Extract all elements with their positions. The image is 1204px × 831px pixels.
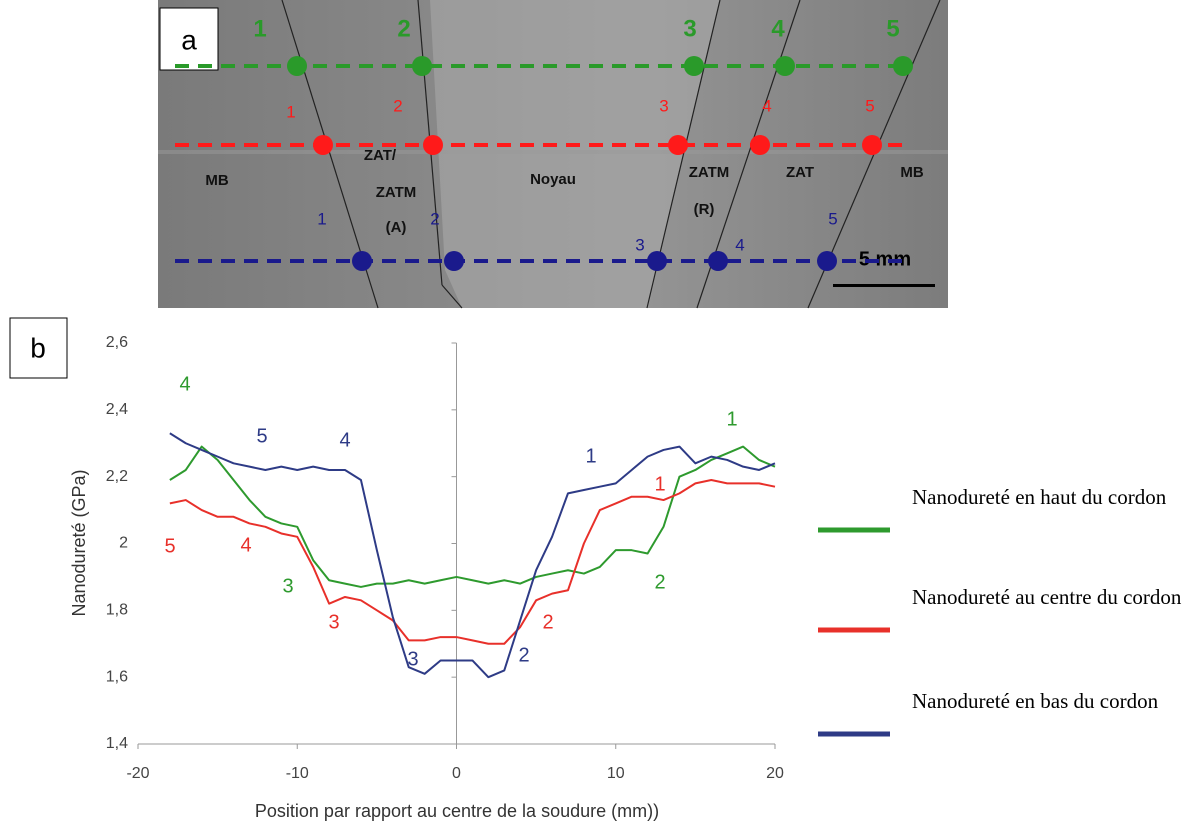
x-tick-label: 10	[607, 765, 625, 782]
band	[158, 150, 948, 154]
point-number: 1	[286, 102, 295, 121]
indent-point	[352, 251, 372, 271]
point-number: 2	[430, 209, 439, 228]
indent-point	[775, 56, 795, 76]
y-tick-label: 1,4	[106, 735, 128, 752]
panel-label: a	[181, 24, 197, 55]
legend-label: Nanodureté en bas du cordon	[912, 689, 1159, 713]
panel-label: b	[30, 332, 46, 363]
scale-bar	[833, 284, 935, 287]
zone-label: ZATM	[689, 164, 730, 181]
point-number: 3	[635, 235, 644, 254]
indent-point	[817, 251, 837, 271]
point-number: 1	[253, 15, 266, 42]
indent-point	[893, 56, 913, 76]
indent-point	[684, 56, 704, 76]
curve-label: 2	[542, 611, 553, 633]
curve-label: 4	[240, 534, 251, 556]
indent-point	[750, 135, 770, 155]
curve-label: 1	[726, 408, 737, 430]
y-tick-label: 2,2	[106, 468, 128, 485]
point-number: 3	[659, 96, 668, 115]
curve-label: 5	[256, 425, 267, 447]
curve-label: 1	[585, 445, 596, 467]
zone-label: ZAT	[786, 164, 814, 181]
curve-label: 5	[164, 535, 175, 557]
zone-label: ZAT/	[364, 147, 397, 164]
point-number: 4	[771, 15, 785, 42]
x-tick-label: 20	[766, 765, 784, 782]
x-tick-label: 0	[452, 765, 461, 782]
curve-label: 1	[654, 473, 665, 495]
point-number: 1	[317, 209, 326, 228]
zone-label: MB	[205, 172, 228, 189]
zone-label: ZATM	[376, 184, 417, 201]
y-axis-label: Nanodureté (GPa)	[69, 469, 89, 616]
indent-point	[862, 135, 882, 155]
curve-label: 3	[328, 611, 339, 633]
indent-point	[668, 135, 688, 155]
indent-point	[708, 251, 728, 271]
series-line	[169, 432, 776, 679]
x-tick-label: -20	[126, 765, 149, 782]
point-number: 5	[886, 15, 899, 42]
point-number: 2	[397, 15, 410, 42]
x-tick-label: -10	[286, 765, 309, 782]
y-tick-label: 2	[119, 535, 128, 552]
y-tick-label: 2,6	[106, 334, 128, 351]
series-line	[169, 479, 776, 645]
point-number: 5	[865, 96, 874, 115]
curve-label: 4	[179, 373, 190, 395]
legend-item: Nanodureté au centre du cordon	[912, 585, 1182, 609]
legend-label: Nanodureté au centre du cordon	[912, 585, 1182, 609]
legend-item: Nanodureté en haut du cordon	[912, 485, 1167, 509]
point-number: 2	[393, 96, 402, 115]
x-axis-label: Position par rapport au centre de la sou…	[255, 801, 659, 821]
curve-label: 3	[282, 575, 293, 597]
y-tick-label: 2,4	[106, 401, 128, 418]
legend-label: Nanodureté en haut du cordon	[912, 485, 1167, 509]
point-number: 4	[762, 96, 771, 115]
curve-label: 2	[518, 644, 529, 666]
indent-point	[444, 251, 464, 271]
curve-label: 2	[654, 571, 665, 593]
y-tick-label: 1,6	[106, 668, 128, 685]
indent-point	[412, 56, 432, 76]
legend-item: Nanodureté en bas du cordon	[912, 689, 1159, 713]
point-number: 5	[828, 209, 837, 228]
curve-label: 4	[339, 429, 350, 451]
scale-label: 5 mm	[859, 248, 911, 270]
zone-label: (A)	[386, 219, 407, 236]
point-number: 4	[735, 235, 744, 254]
panel-label-box	[159, 7, 219, 71]
y-tick-label: 1,8	[106, 602, 128, 619]
series-line	[169, 445, 776, 588]
indent-point	[423, 135, 443, 155]
zone-label: Noyau	[530, 171, 576, 188]
indent-point	[313, 135, 333, 155]
indent-point	[287, 56, 307, 76]
point-number: 3	[683, 15, 696, 42]
panel-label-box	[9, 317, 68, 379]
zone-label: MB	[900, 164, 923, 181]
curve-label: 3	[407, 648, 418, 670]
indent-point	[647, 251, 667, 271]
zone-label: (R)	[694, 201, 715, 218]
